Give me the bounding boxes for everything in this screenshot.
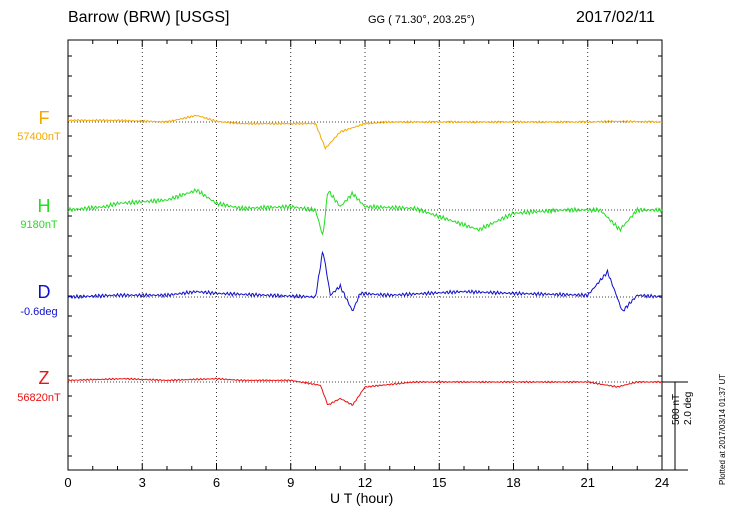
scale-bar-deg-label: 2.0 deg bbox=[683, 391, 694, 425]
x-tick-label: 6 bbox=[213, 475, 220, 490]
x-tick-label: 24 bbox=[655, 475, 669, 490]
series-line-z bbox=[67, 377, 663, 407]
component-f-baseline: 57400nT bbox=[17, 131, 61, 143]
component-d-baseline: -0.6deg bbox=[20, 306, 58, 318]
x-tick-label: 9 bbox=[287, 475, 294, 490]
series-line-f bbox=[67, 114, 663, 150]
component-z-baseline: 56820nT bbox=[17, 392, 61, 404]
component-d-letter: D bbox=[37, 282, 51, 302]
scale-bar-nt-label: 500 nT bbox=[671, 393, 682, 425]
x-tick-label: 18 bbox=[506, 475, 520, 490]
component-f-letter: F bbox=[38, 108, 50, 128]
component-h-baseline: 9180nT bbox=[20, 219, 58, 231]
x-tick-label: 3 bbox=[139, 475, 146, 490]
coordinates-label: GG ( 71.30°, 203.25°) bbox=[368, 14, 475, 26]
date-label: 2017/02/11 bbox=[576, 9, 655, 26]
x-tick-label: 12 bbox=[358, 475, 372, 490]
series-line-h bbox=[67, 188, 663, 236]
plotted-timestamp: Plotted at 2017/03/14 01:37 UT bbox=[718, 373, 727, 485]
x-axis-label: U T (hour) bbox=[330, 490, 394, 506]
component-z-letter: Z bbox=[38, 368, 50, 388]
component-h-letter: H bbox=[37, 196, 51, 216]
series-line-d bbox=[67, 250, 663, 312]
x-tick-label: 0 bbox=[64, 475, 71, 490]
station-title: Barrow (BRW) [USGS] bbox=[68, 9, 230, 26]
x-tick-label: 15 bbox=[432, 475, 446, 490]
x-tick-label: 21 bbox=[581, 475, 595, 490]
